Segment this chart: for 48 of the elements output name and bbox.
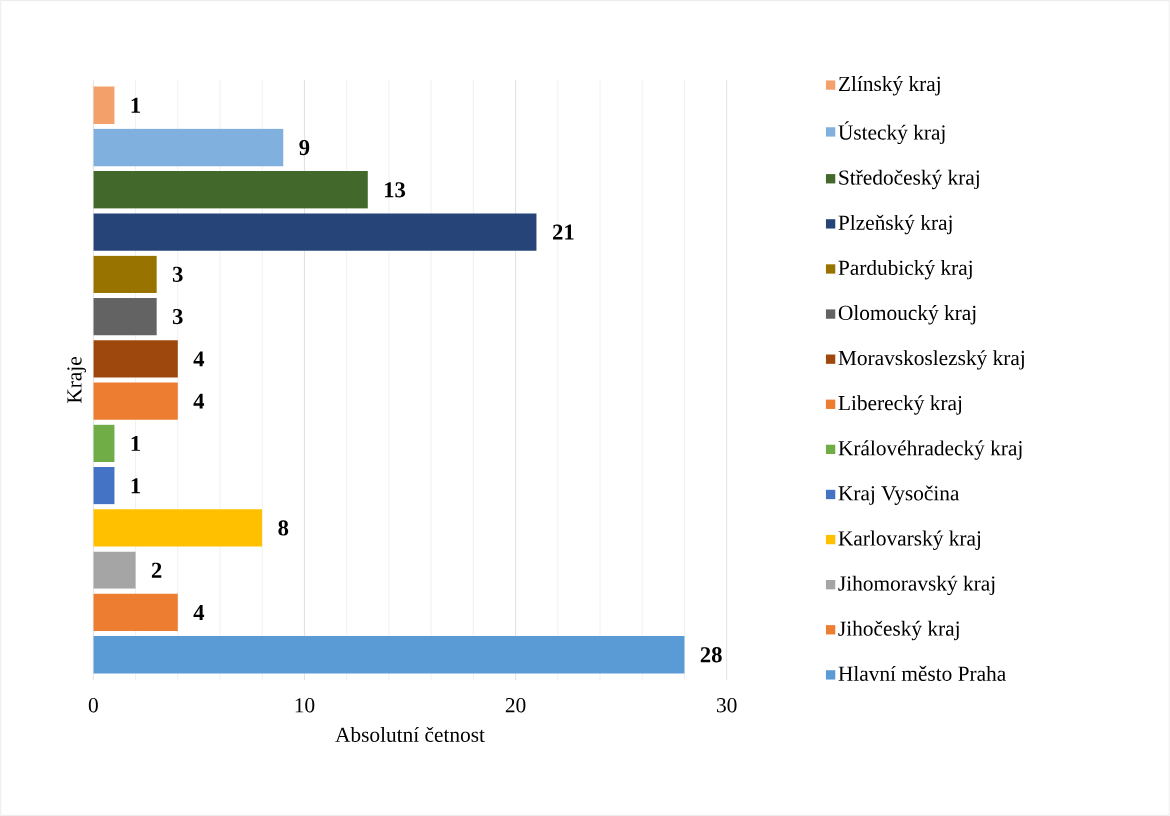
data-label: 2: [151, 562, 162, 578]
x-axis-title: Absolutní četnost: [335, 726, 485, 742]
legend-label: Plzeňský kraj: [838, 214, 952, 235]
legend-label: Ústecký kraj: [838, 121, 945, 145]
data-label: 1: [131, 478, 140, 494]
data-label: 1: [131, 97, 140, 113]
x-tick-label: 10: [295, 698, 315, 713]
bar: [93, 171, 368, 209]
x-tick-label: 0: [88, 698, 98, 713]
data-label: 1: [131, 435, 140, 451]
legend-label: Jihočeský kraj: [838, 620, 959, 641]
bar: [93, 509, 263, 547]
bar: [93, 213, 537, 251]
legend-label: Hlavní město Praha: [838, 665, 1006, 681]
legend-label: Moravskoslezský kraj: [838, 350, 1024, 370]
bar: [93, 382, 178, 420]
legend-label: Olomoucký kraj: [838, 305, 976, 325]
bar: [93, 297, 157, 336]
data-label: 9: [299, 139, 310, 156]
legend-label: Středočeský kraj: [839, 169, 979, 190]
data-label: 13: [384, 182, 406, 198]
bar: [93, 86, 115, 124]
bar: [93, 424, 115, 463]
bar: [93, 340, 178, 378]
data-label: 28: [700, 647, 722, 663]
legend-label: Karlovarský kraj: [838, 530, 981, 550]
bar: [93, 551, 136, 589]
legend-label: Zlínský kraj: [838, 76, 940, 96]
x-tick-label: 20: [505, 698, 526, 713]
data-label: 21: [553, 224, 574, 240]
bar: [93, 128, 284, 167]
bar: [93, 636, 685, 674]
legend-label: Liberecký kraj: [838, 395, 962, 415]
y-axis-title: Kraje: [67, 357, 86, 404]
data-label: 4: [193, 351, 205, 367]
data-label: 3: [172, 308, 183, 325]
data-label: 3: [172, 266, 183, 282]
data-label: 4: [193, 393, 205, 409]
data-label: 4: [193, 605, 205, 620]
legend-label: Pardubický kraj: [838, 259, 972, 280]
bar: [93, 466, 115, 505]
data-label: 8: [278, 520, 289, 536]
bar: [93, 255, 157, 293]
x-tick-label: 30: [717, 698, 737, 713]
bar: [93, 593, 178, 632]
legend-label: Kraj Vysočina: [838, 485, 960, 505]
legend-label: Královéhradecký kraj: [838, 440, 1022, 460]
legend-label: Jihomoravský kraj: [838, 575, 995, 596]
